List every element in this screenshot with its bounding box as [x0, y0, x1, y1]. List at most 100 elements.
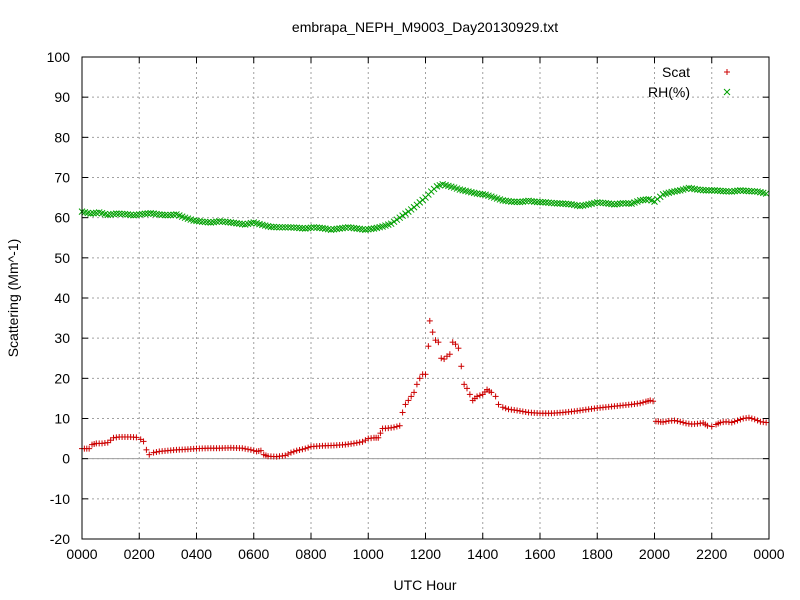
data-point — [737, 186, 744, 194]
data-point — [327, 226, 335, 234]
x-tick-label: 1200 — [410, 546, 441, 562]
data-point — [745, 187, 753, 195]
data-point — [282, 452, 289, 459]
data-point — [196, 217, 203, 225]
data-point — [305, 444, 312, 451]
data-point — [216, 217, 223, 225]
data-point — [593, 199, 601, 206]
data-point — [299, 446, 306, 453]
legend-label-rh: RH(%) — [648, 84, 690, 100]
data-point — [118, 210, 126, 218]
data-point — [285, 451, 292, 458]
data-point — [250, 447, 257, 454]
data-point — [362, 226, 369, 234]
data-point — [416, 375, 423, 382]
data-point — [722, 187, 730, 195]
data-point — [396, 422, 403, 429]
data-point — [514, 407, 521, 414]
data-point — [153, 210, 160, 218]
data-point — [708, 423, 715, 430]
data-point — [751, 188, 759, 195]
data-point — [393, 423, 400, 430]
data-point — [408, 393, 415, 400]
data-point — [143, 446, 150, 453]
data-point — [90, 209, 97, 217]
data-point — [708, 186, 716, 194]
data-point — [466, 391, 473, 398]
data-point — [674, 418, 681, 425]
data-point — [153, 449, 160, 456]
data-point — [565, 200, 572, 208]
data-point — [542, 199, 550, 206]
legend: Scat RH(%) — [648, 64, 731, 100]
data-series — [78, 180, 770, 460]
data-point — [616, 200, 624, 207]
data-point — [495, 401, 502, 408]
data-point — [734, 187, 741, 195]
y-tick-label: 50 — [54, 250, 70, 266]
x-tick-label: 0600 — [238, 546, 269, 562]
data-point — [353, 439, 360, 446]
data-point — [725, 188, 733, 195]
y-tick-label: 80 — [54, 129, 70, 145]
data-point — [704, 422, 711, 429]
x-tick-label: 0000 — [66, 546, 97, 562]
data-point — [359, 225, 366, 233]
data-point — [147, 209, 155, 217]
data-point — [559, 200, 567, 207]
x-tick-label: 1400 — [467, 546, 498, 562]
data-point — [545, 199, 552, 207]
data-point — [210, 218, 218, 226]
data-point — [350, 224, 358, 232]
data-point — [519, 198, 527, 205]
data-point — [680, 419, 687, 426]
data-point — [754, 417, 761, 424]
data-point — [238, 220, 246, 228]
data-point — [714, 187, 721, 194]
data-point — [107, 211, 114, 218]
data-point — [121, 210, 129, 218]
data-point — [399, 409, 406, 416]
data-point — [435, 339, 442, 346]
data-point — [640, 399, 647, 406]
data-point — [257, 447, 264, 454]
data-point — [751, 416, 758, 423]
data-point — [193, 217, 200, 225]
y-tick-label: 40 — [54, 290, 70, 306]
data-point — [158, 211, 166, 219]
y-tick-label: 90 — [54, 89, 70, 105]
data-point — [227, 219, 235, 226]
data-point — [473, 190, 481, 197]
x-tick-label: 0800 — [295, 546, 326, 562]
data-point — [391, 424, 398, 431]
data-point — [522, 197, 530, 205]
data-point — [711, 186, 718, 194]
data-point — [745, 414, 752, 421]
data-point — [347, 224, 355, 232]
plot-frame — [81, 56, 770, 540]
data-point — [550, 199, 558, 207]
data-point — [339, 224, 346, 232]
data-point — [705, 186, 713, 194]
data-point — [553, 199, 561, 207]
data-point — [245, 446, 252, 453]
data-point — [86, 445, 93, 452]
x-tick-label: 0200 — [124, 546, 155, 562]
data-point — [161, 211, 169, 219]
data-point — [198, 218, 206, 226]
y-tick-label: 70 — [54, 170, 70, 186]
data-point — [405, 397, 412, 404]
data-point — [446, 351, 453, 358]
data-point — [112, 210, 120, 218]
data-point — [474, 393, 481, 400]
data-point — [536, 198, 544, 206]
series-scat — [79, 317, 770, 460]
data-point — [525, 197, 532, 205]
data-point — [110, 210, 117, 218]
data-point — [513, 198, 521, 206]
data-point — [167, 211, 175, 219]
y-tick-label: 100 — [47, 49, 71, 65]
data-point — [279, 223, 286, 231]
data-point — [611, 201, 618, 208]
data-point — [742, 187, 750, 195]
